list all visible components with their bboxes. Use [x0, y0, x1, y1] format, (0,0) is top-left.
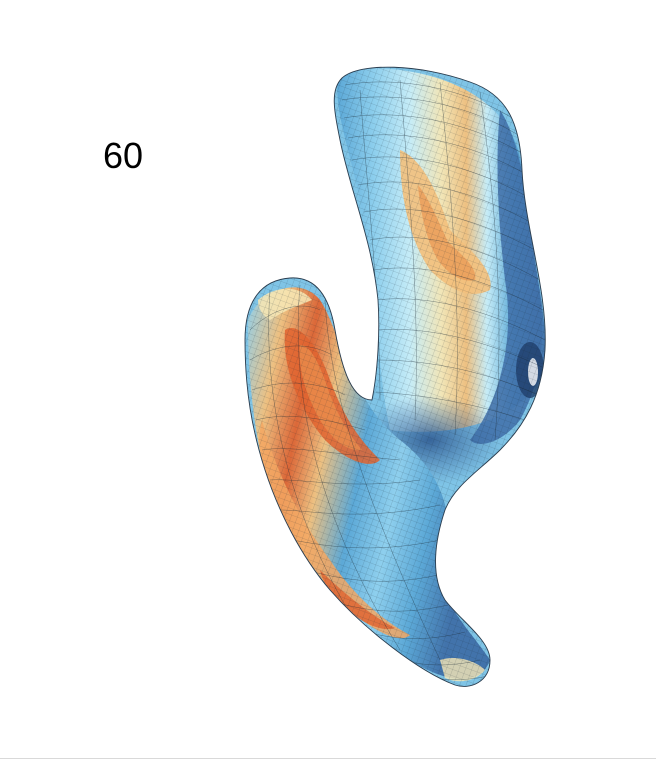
mesh-lines [249, 79, 546, 680]
bottom-divider [0, 758, 656, 759]
surface-body [245, 67, 546, 687]
frame-number-label: 60 [103, 135, 144, 176]
